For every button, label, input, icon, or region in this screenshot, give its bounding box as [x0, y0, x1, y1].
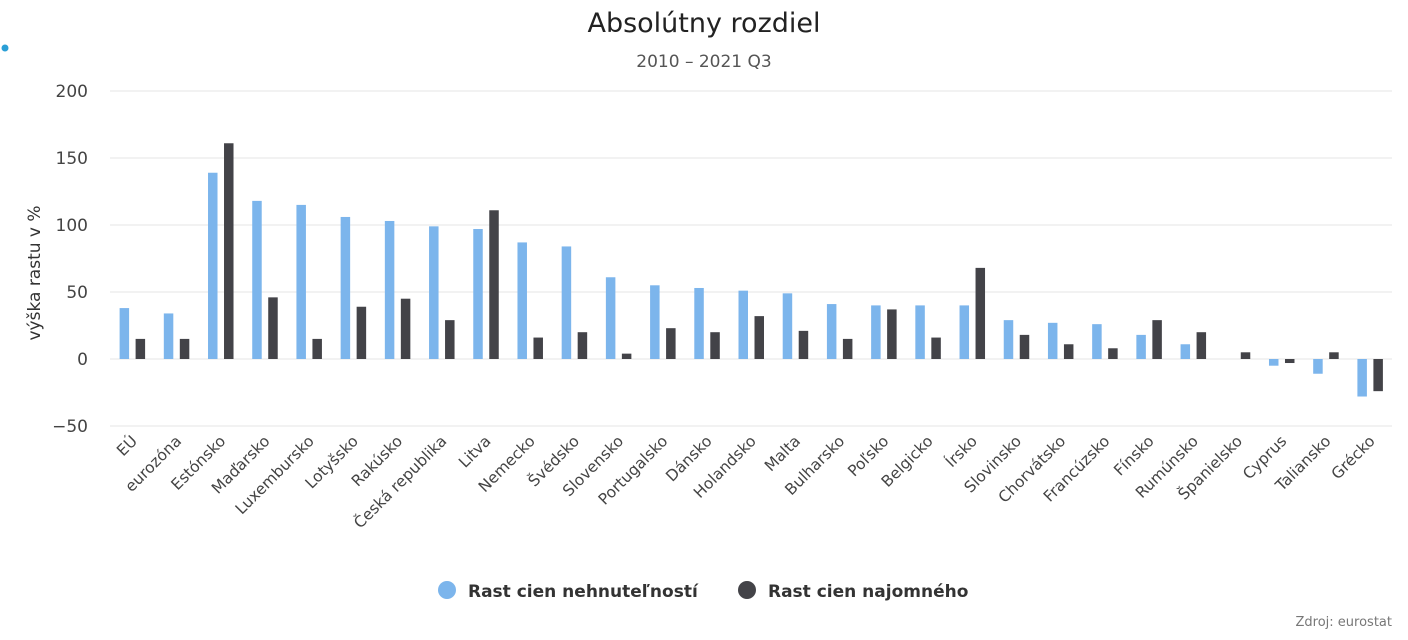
bar-rent[interactable] [135, 338, 146, 359]
bar-rent[interactable] [887, 309, 897, 359]
bar-rent[interactable] [621, 353, 632, 359]
bar-property[interactable] [561, 246, 572, 359]
bar-property[interactable] [1136, 334, 1146, 359]
x-tick-label: EÚ [113, 431, 141, 459]
bar-rent[interactable] [1108, 348, 1118, 359]
bar-rent[interactable] [400, 298, 411, 359]
bar-property[interactable] [605, 277, 616, 359]
credit[interactable]: Zdroj: eurostat [1296, 615, 1392, 630]
bar-rent[interactable] [489, 210, 499, 359]
bar-rent[interactable] [445, 320, 455, 359]
bar-rent[interactable] [842, 338, 853, 359]
bar-property[interactable] [517, 242, 527, 359]
bar-rent[interactable] [224, 143, 234, 359]
bar-rent[interactable] [1284, 359, 1295, 364]
bar-rent[interactable] [1019, 334, 1030, 359]
bar-rent[interactable] [710, 332, 720, 359]
bar-property[interactable] [208, 172, 218, 359]
bar-property[interactable] [163, 313, 174, 359]
bar-rent[interactable] [754, 316, 765, 359]
legend: Rast cien nehnuteľností Rast cien najomné… [438, 581, 968, 602]
bar-rent[interactable] [312, 338, 322, 359]
legend-marker[interactable] [438, 581, 456, 599]
bar-rent[interactable] [798, 330, 809, 359]
bar-property[interactable] [738, 290, 749, 359]
x-axis-categories: EÚeurozónaEstónskoMaďarskoLuxemburskoLot… [113, 431, 1379, 532]
bar-rent[interactable] [179, 338, 190, 359]
bar-rent[interactable] [931, 337, 941, 359]
menu-dot-icon[interactable] [1, 44, 9, 52]
grid-lines [110, 90, 1392, 427]
bar-rent[interactable] [1196, 332, 1207, 359]
bar-property[interactable] [1357, 359, 1367, 397]
bar-property[interactable] [1092, 324, 1102, 359]
bar-property[interactable] [340, 216, 351, 359]
bar-rent[interactable] [1329, 352, 1339, 359]
bar-property[interactable] [473, 229, 483, 359]
x-tick-label: Írsko [941, 431, 981, 471]
bar-property[interactable] [1180, 344, 1191, 359]
bar-property[interactable] [384, 220, 395, 359]
bar-property[interactable] [694, 287, 704, 359]
bar-property[interactable] [826, 304, 837, 359]
bar-property[interactable] [1268, 359, 1279, 366]
y-tick-label: −50 [52, 417, 88, 437]
bar-property[interactable] [650, 285, 660, 359]
y-tick-label: 200 [56, 82, 88, 102]
bar-property[interactable] [782, 293, 793, 359]
bar-rent[interactable] [577, 332, 588, 359]
bar-property[interactable] [1047, 322, 1058, 359]
bar-rent[interactable] [975, 267, 986, 359]
y-tick-label: 100 [56, 216, 88, 236]
y-tick-label: 0 [77, 350, 88, 370]
bars [119, 143, 1383, 397]
bar-rent[interactable] [1373, 359, 1383, 392]
bar-property[interactable] [1313, 359, 1323, 374]
bar-rent[interactable] [666, 328, 676, 359]
legend-label[interactable]: Rast cien nehnuteľností [468, 582, 699, 602]
legend-label[interactable]: Rast cien najomného [768, 582, 968, 602]
bar-property[interactable] [871, 305, 881, 359]
bar-property[interactable] [296, 204, 306, 359]
bar-property[interactable] [429, 226, 439, 359]
bar-property[interactable] [1003, 320, 1014, 359]
x-tick-label: Grécko [1328, 432, 1379, 483]
bar-rent[interactable] [1063, 344, 1074, 359]
chart-title: Absolútny rozdiel [587, 8, 820, 39]
bar-rent[interactable] [1152, 320, 1162, 359]
x-tick-label: Luxembursko [232, 432, 318, 518]
chart-subtitle: 2010 – 2021 Q3 [636, 52, 771, 72]
bar-property[interactable] [915, 305, 925, 359]
x-tick-label: Litva [455, 432, 494, 471]
bar-rent[interactable] [1240, 352, 1251, 359]
bar-property[interactable] [119, 308, 130, 359]
bar-rent[interactable] [533, 337, 543, 359]
legend-marker[interactable] [738, 581, 756, 599]
bar-property[interactable] [252, 200, 262, 359]
x-tick-label: Malta [761, 432, 804, 475]
y-axis-label: výška rastu v % [25, 205, 45, 340]
bar-rent[interactable] [356, 306, 367, 359]
y-tick-label: 150 [56, 149, 88, 169]
bar-property[interactable] [959, 305, 970, 359]
bar-rent[interactable] [268, 297, 278, 359]
y-tick-label: 50 [66, 283, 88, 303]
y-axis-ticks: −50 0 50 100 150 200 [52, 82, 88, 437]
